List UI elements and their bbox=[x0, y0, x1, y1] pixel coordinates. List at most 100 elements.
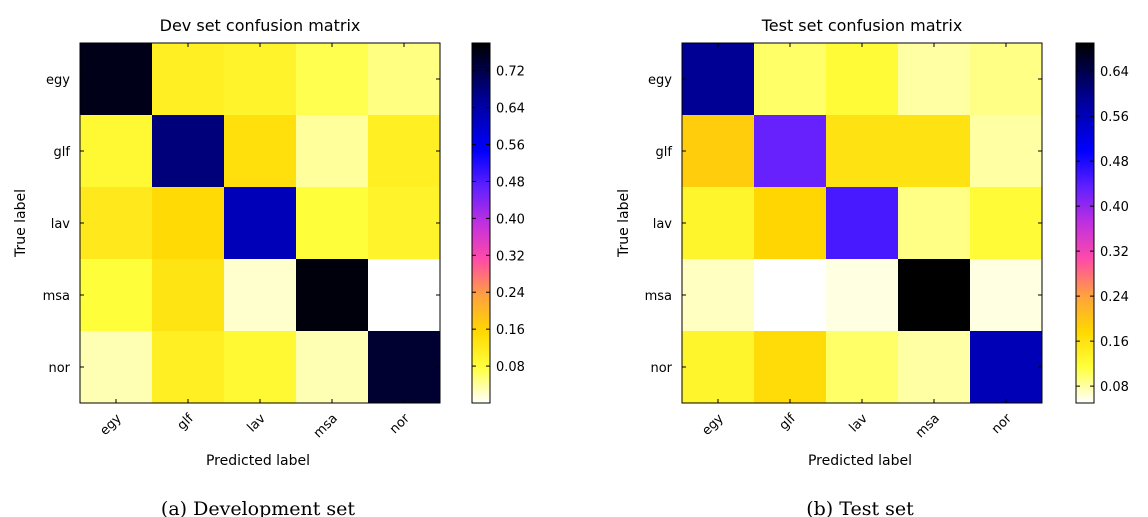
x-tick-label: glf bbox=[175, 411, 198, 434]
heatmap-cell-lav-glf bbox=[152, 187, 225, 260]
colorbar bbox=[471, 42, 491, 404]
heatmap-cell-egy-lav bbox=[826, 43, 899, 116]
heatmap-cell-nor-nor bbox=[368, 331, 441, 404]
heatmap-cells bbox=[682, 43, 1043, 404]
heatmap-cell-glf-glf bbox=[754, 115, 827, 188]
heatmap-cell-lav-nor bbox=[970, 187, 1043, 260]
heatmap-cell-egy-nor bbox=[368, 43, 441, 116]
heatmap-cell-msa-glf bbox=[754, 259, 827, 332]
heatmap-cell-glf-msa bbox=[898, 115, 971, 188]
test-confusion-matrix: Test set confusion matrix egy glf lav msa no… bbox=[616, 16, 1129, 517]
colorbar bbox=[1075, 42, 1095, 404]
heatmap-cell-msa-egy bbox=[682, 259, 755, 332]
y-tick-label: lav bbox=[653, 217, 673, 232]
x-tick-label: egy bbox=[699, 411, 727, 439]
colorbar-tick-label: 0.16 bbox=[496, 323, 525, 338]
colorbar-tick-label: 0.08 bbox=[1100, 380, 1129, 395]
colorbar-tick-label: 0.56 bbox=[496, 139, 525, 154]
colorbar-tick-label: 0.24 bbox=[1100, 290, 1129, 305]
heatmap-cell-glf-glf bbox=[152, 115, 225, 188]
heatmap-cell-glf-lav bbox=[224, 115, 297, 188]
heatmap-cell-egy-lav bbox=[224, 43, 297, 116]
heatmap-cell-lav-egy bbox=[682, 187, 755, 260]
heatmap-cell-nor-lav bbox=[224, 331, 297, 404]
heatmap-cell-egy-glf bbox=[754, 43, 827, 116]
colorbar-tick-label: 0.24 bbox=[496, 286, 525, 301]
heatmap-cell-msa-lav bbox=[224, 259, 297, 332]
heatmap-cell-nor-egy bbox=[682, 331, 755, 404]
heatmap-cell-egy-egy bbox=[80, 43, 153, 116]
y-tick-label: egy bbox=[648, 73, 672, 88]
heatmap-cell-nor-glf bbox=[152, 331, 225, 404]
heatmap-cell-msa-glf bbox=[152, 259, 225, 332]
heatmap-cell-nor-msa bbox=[296, 331, 369, 404]
heatmap-cell-egy-glf bbox=[152, 43, 225, 116]
colorbar-tick-label: 0.40 bbox=[1100, 200, 1129, 215]
heatmap-cell-msa-msa bbox=[296, 259, 369, 332]
heatmap-cell-lav-glf bbox=[754, 187, 827, 260]
colorbar-ticks: 0.08 0.16 0.24 0.32 0.40 0.48 0.56 0.64 bbox=[1076, 65, 1129, 395]
x-tick-label: lav bbox=[245, 411, 269, 435]
colorbar-tick-label: 0.48 bbox=[1100, 155, 1129, 170]
chart-title: Dev set confusion matrix bbox=[160, 16, 361, 35]
colorbar-tick-label: 0.64 bbox=[1100, 65, 1129, 80]
heatmap-cell-lav-lav bbox=[826, 187, 899, 260]
colorbar-tick-label: 0.16 bbox=[1100, 335, 1129, 350]
dev-confusion-matrix: Dev set confusion matrix egy glf lav msa nor… bbox=[13, 16, 525, 517]
x-tick-label: glf bbox=[777, 411, 800, 434]
heatmap-cell-msa-nor bbox=[970, 259, 1043, 332]
heatmap-cell-lav-egy bbox=[80, 187, 153, 260]
x-tick-label: nor bbox=[387, 411, 413, 437]
y-tick-label: nor bbox=[48, 361, 70, 376]
heatmap-cell-nor-lav bbox=[826, 331, 899, 404]
y-tick-labels: egy glf lav msa nor bbox=[645, 73, 1042, 376]
heatmap-cell-msa-nor bbox=[368, 259, 441, 332]
heatmap-cell-nor-egy bbox=[80, 331, 153, 404]
heatmap-cell-glf-msa bbox=[296, 115, 369, 188]
y-tick-label: msa bbox=[43, 289, 70, 304]
x-tick-label: lav bbox=[847, 411, 871, 435]
heatmap-cell-lav-msa bbox=[898, 187, 971, 260]
heatmap-cell-glf-egy bbox=[80, 115, 153, 188]
y-tick-label: lav bbox=[51, 217, 71, 232]
heatmap-cell-msa-msa bbox=[898, 259, 971, 332]
x-tick-label: msa bbox=[311, 411, 341, 441]
heatmap-cells bbox=[80, 43, 441, 404]
colorbar-tick-label: 0.64 bbox=[496, 102, 525, 117]
colorbar-tick-label: 0.40 bbox=[496, 212, 525, 227]
heatmap-cell-lav-msa bbox=[296, 187, 369, 260]
heatmap-cell-egy-msa bbox=[296, 43, 369, 116]
heatmap-cell-glf-nor bbox=[368, 115, 441, 188]
y-tick-label: nor bbox=[650, 361, 672, 376]
heatmap-cell-egy-nor bbox=[970, 43, 1043, 116]
heatmap-cell-lav-nor bbox=[368, 187, 441, 260]
y-tick-label: glf bbox=[656, 145, 673, 160]
y-axis-label: True label bbox=[616, 189, 632, 258]
heatmap-cell-nor-msa bbox=[898, 331, 971, 404]
colorbar-tick-label: 0.32 bbox=[496, 249, 525, 264]
colorbar-tick-label: 0.48 bbox=[496, 175, 525, 190]
colorbar-ticks: 0.08 0.16 0.24 0.32 0.40 0.48 0.56 0.64 0.72 bbox=[472, 65, 525, 375]
heatmap-cell-glf-egy bbox=[682, 115, 755, 188]
x-tick-label: nor bbox=[989, 411, 1015, 437]
heatmap-cell-lav-lav bbox=[224, 187, 297, 260]
heatmap-cell-msa-lav bbox=[826, 259, 899, 332]
chart-title: Test set confusion matrix bbox=[761, 16, 963, 35]
colorbar-tick-label: 0.32 bbox=[1100, 245, 1129, 260]
y-axis-label: True label bbox=[13, 189, 29, 258]
heatmap-cell-msa-egy bbox=[80, 259, 153, 332]
colorbar-tick-label: 0.08 bbox=[496, 360, 525, 375]
panel-caption: (b) Test set bbox=[806, 498, 914, 517]
heatmap-cell-egy-msa bbox=[898, 43, 971, 116]
x-tick-label: msa bbox=[913, 411, 943, 441]
x-axis-label: Predicted label bbox=[808, 453, 912, 469]
colorbar-tick-label: 0.72 bbox=[496, 65, 525, 80]
y-tick-label: glf bbox=[54, 145, 71, 160]
panel-caption: (a) Development set bbox=[161, 498, 355, 517]
colorbar-tick-label: 0.56 bbox=[1100, 110, 1129, 125]
heatmap-cell-egy-egy bbox=[682, 43, 755, 116]
heatmap-cell-glf-nor bbox=[970, 115, 1043, 188]
y-tick-label: egy bbox=[46, 73, 70, 88]
y-tick-labels: egy glf lav msa nor bbox=[43, 73, 440, 376]
